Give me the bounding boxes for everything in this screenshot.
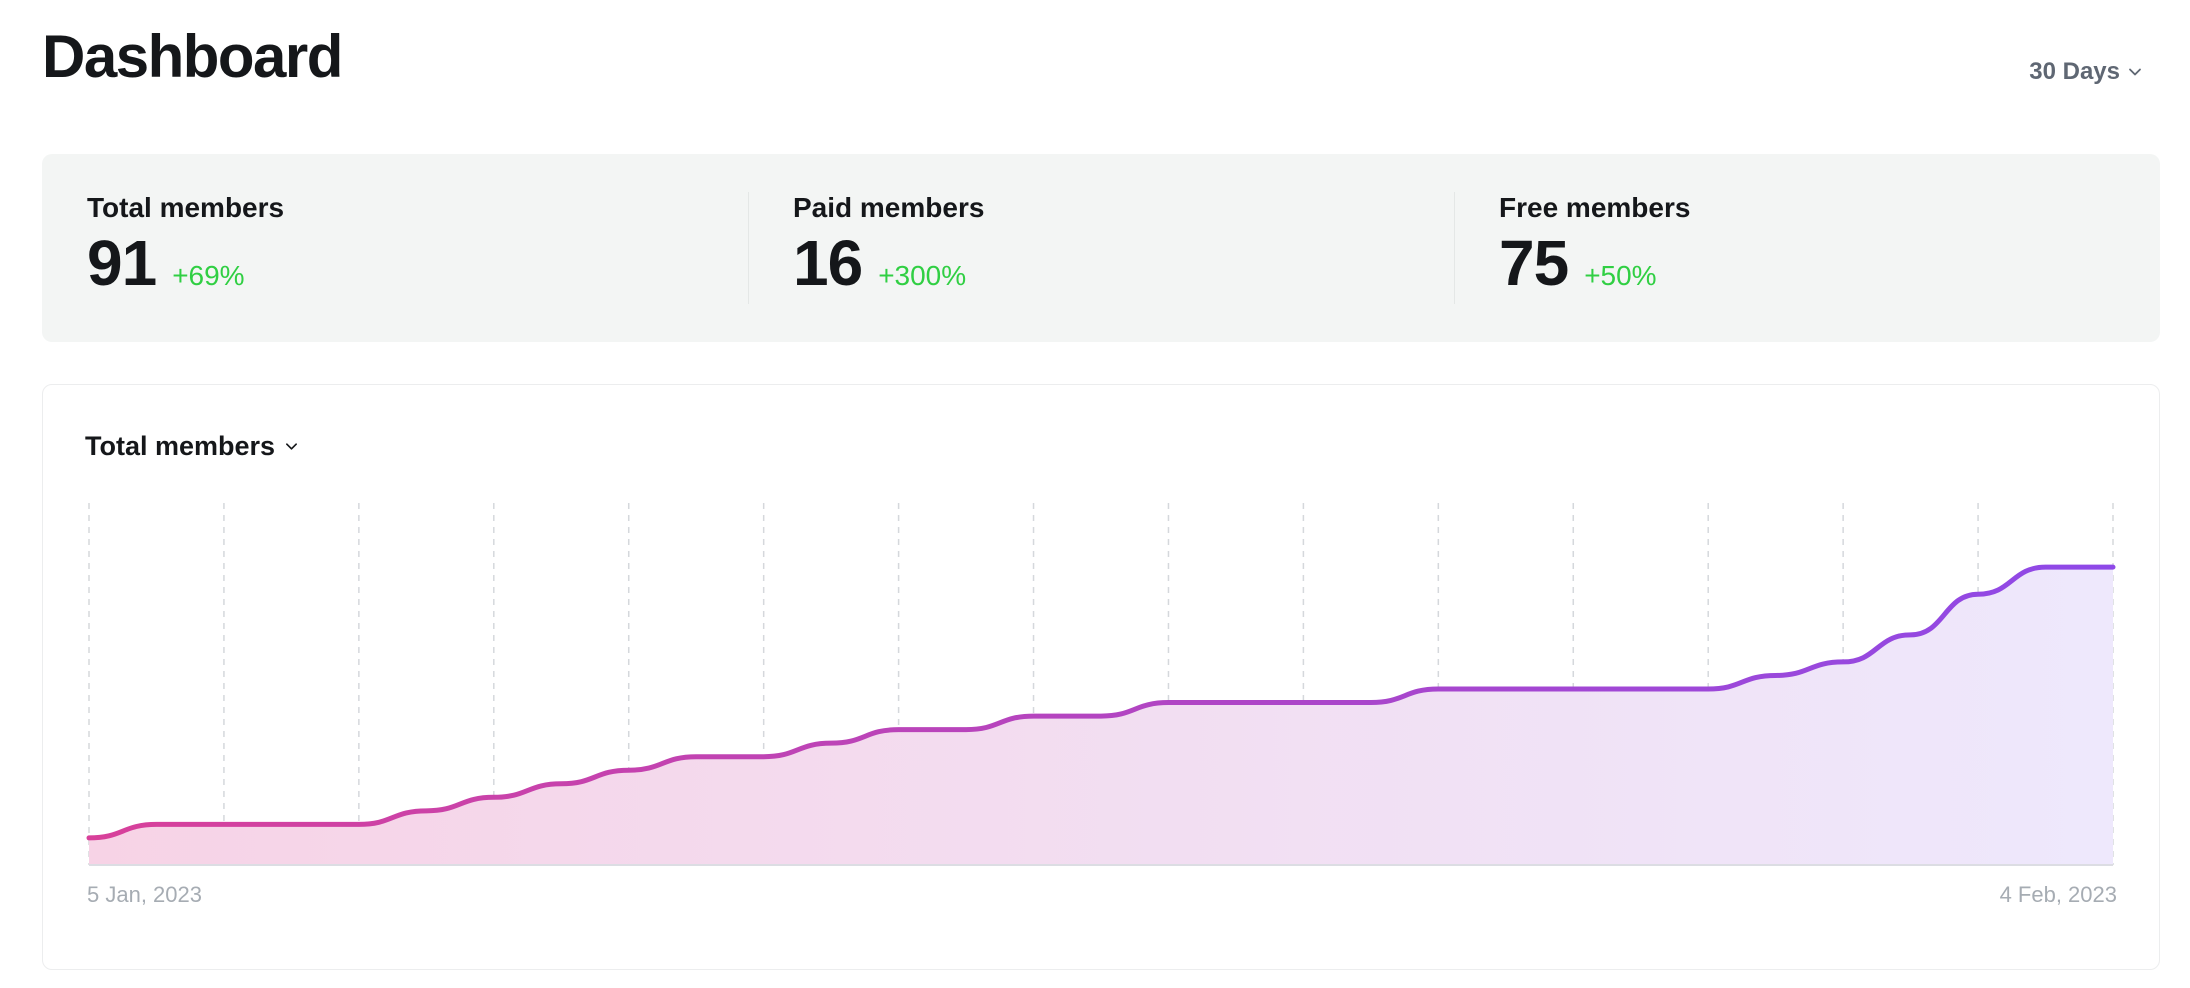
chart-data-point[interactable]: [2107, 561, 2119, 573]
x-axis-start-label: 5 Jan, 2023: [87, 882, 202, 907]
chart-data-point[interactable]: [893, 724, 905, 736]
chart-data-point[interactable]: [623, 764, 635, 776]
chart-data-point[interactable]: [285, 818, 297, 830]
kpi-paid-members: Paid members 16 +300%: [748, 154, 1454, 342]
kpi-free-members: Free members 75 +50%: [1454, 154, 2160, 342]
kpi-panel: Total members 91 +69% Paid members 16 +3…: [42, 154, 2160, 342]
chart-metric-dropdown[interactable]: Total members: [85, 431, 298, 462]
kpi-change: +69%: [172, 260, 245, 291]
date-range-dropdown[interactable]: 30 Days: [2029, 58, 2142, 86]
chart-data-point[interactable]: [1432, 683, 1444, 695]
x-axis-end-label: 4 Feb, 2023: [1999, 882, 2117, 907]
kpi-label: Total members: [87, 192, 285, 223]
chart-data-point[interactable]: [825, 737, 837, 749]
chart-area-fill: [89, 567, 2113, 865]
chart-data-point[interactable]: [420, 805, 432, 817]
kpi-value: 91: [87, 227, 157, 299]
chart-data-point[interactable]: [2040, 561, 2052, 573]
chart-data-point[interactable]: [1297, 697, 1309, 709]
members-chart-card: Total members 5 Jan, 2023 4 Feb, 2023: [42, 384, 2160, 970]
kpi-label: Paid members: [793, 192, 985, 223]
chart-data-point[interactable]: [1702, 683, 1714, 695]
chart-data-point[interactable]: [83, 832, 95, 844]
chart-data-point[interactable]: [353, 818, 365, 830]
chart-data-point[interactable]: [690, 751, 702, 763]
kpi-total-members: Total members 91 +69%: [42, 154, 748, 342]
chevron-down-icon: [286, 443, 298, 450]
chart-data-point[interactable]: [1972, 588, 1984, 600]
chart-data-point[interactable]: [555, 778, 567, 790]
chart-metric-label: Total members: [85, 431, 276, 461]
chart-data-point[interactable]: [150, 818, 162, 830]
chart-data-point[interactable]: [218, 818, 230, 830]
chart-series-line: [86, 564, 2116, 841]
page-title: Dashboard: [42, 23, 343, 90]
kpi-value: 75: [1499, 227, 1569, 299]
chart-data-point[interactable]: [1028, 710, 1040, 722]
chart-data-point[interactable]: [1230, 697, 1242, 709]
chart-data-point[interactable]: [1162, 697, 1174, 709]
date-range-label: 30 Days: [2029, 58, 2120, 85]
chart-data-point[interactable]: [1500, 683, 1512, 695]
chart-data-point[interactable]: [1365, 697, 1377, 709]
chart-data-point[interactable]: [1635, 683, 1647, 695]
chart-data-point[interactable]: [758, 751, 770, 763]
kpi-label: Free members: [1499, 192, 1691, 223]
chart-data-point[interactable]: [1905, 629, 1917, 641]
chevron-down-icon: [2129, 68, 2141, 76]
chart-data-point[interactable]: [1770, 669, 1782, 681]
kpi-change: +300%: [878, 260, 967, 291]
chart-data-point[interactable]: [488, 791, 500, 803]
kpi-change: +50%: [1584, 260, 1657, 291]
chart-data-point[interactable]: [1837, 656, 1849, 668]
kpi-value: 16: [793, 227, 863, 299]
members-area-chart[interactable]: [43, 385, 2161, 971]
chart-data-point[interactable]: [1567, 683, 1579, 695]
chart-data-point[interactable]: [1095, 710, 1107, 722]
chart-data-point[interactable]: [960, 724, 972, 736]
